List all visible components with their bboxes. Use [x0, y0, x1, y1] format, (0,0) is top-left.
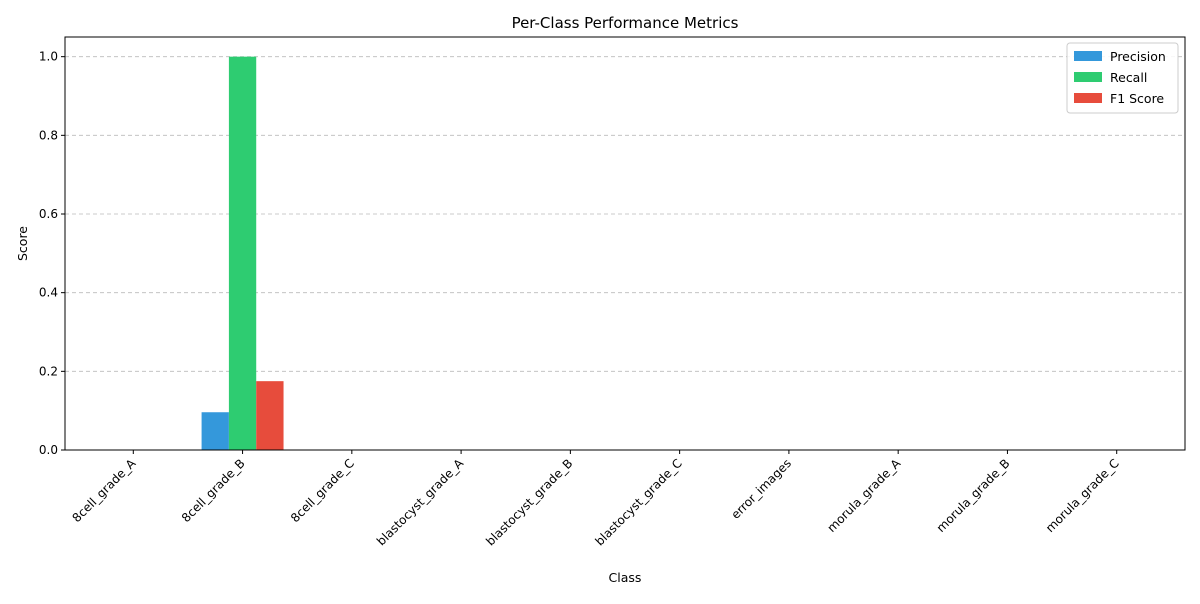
- x-axis-label: Class: [609, 570, 642, 585]
- x-tick-label: blastocyst_grade_A: [374, 456, 467, 549]
- legend-label: Recall: [1110, 70, 1147, 85]
- y-tick-label: 0.4: [39, 286, 58, 300]
- plot-frame: [64, 36, 1186, 451]
- y-axis-ticks: 0.0 0.2 0.4 0.6 0.8 1.0: [39, 50, 65, 457]
- y-tick-label: 1.0: [39, 50, 58, 64]
- legend-label: Precision: [1110, 49, 1166, 64]
- legend: Precision Recall F1 Score: [1066, 42, 1179, 114]
- bar-recall: [228, 56, 257, 451]
- bar-precision: [201, 412, 229, 450]
- legend-swatch: [1074, 51, 1102, 61]
- legend-label: F1 Score: [1110, 91, 1164, 106]
- x-axis-ticks: 8cell_grade_A 8cell_grade_B 8cell_grade_C b…: [70, 450, 1122, 549]
- x-tick-label: error_images: [728, 456, 794, 522]
- x-tick-label: 8cell_grade_B: [179, 456, 248, 525]
- y-tick-label: 0.8: [39, 128, 58, 142]
- y-tick-label: 0.2: [39, 364, 58, 378]
- x-tick-label: 8cell_grade_C: [288, 456, 357, 525]
- x-tick-label: 8cell_grade_A: [70, 456, 139, 525]
- y-tick-label: 0.0: [39, 443, 58, 457]
- x-tick-label: morula_grade_A: [825, 456, 904, 535]
- chart-title: Per-Class Performance Metrics: [512, 14, 739, 32]
- x-tick-label: blastocyst_grade_C: [592, 456, 684, 548]
- legend-swatch: [1074, 72, 1102, 82]
- bar-f1-score: [256, 381, 284, 450]
- y-axis-label: Score: [15, 226, 30, 261]
- y-tick-label: 0.6: [39, 207, 58, 221]
- bars: [201, 56, 284, 451]
- x-tick-label: morula_grade_B: [934, 456, 1013, 535]
- x-tick-label: morula_grade_C: [1043, 456, 1122, 535]
- legend-swatch: [1074, 93, 1102, 103]
- x-tick-label: blastocyst_grade_B: [483, 456, 575, 548]
